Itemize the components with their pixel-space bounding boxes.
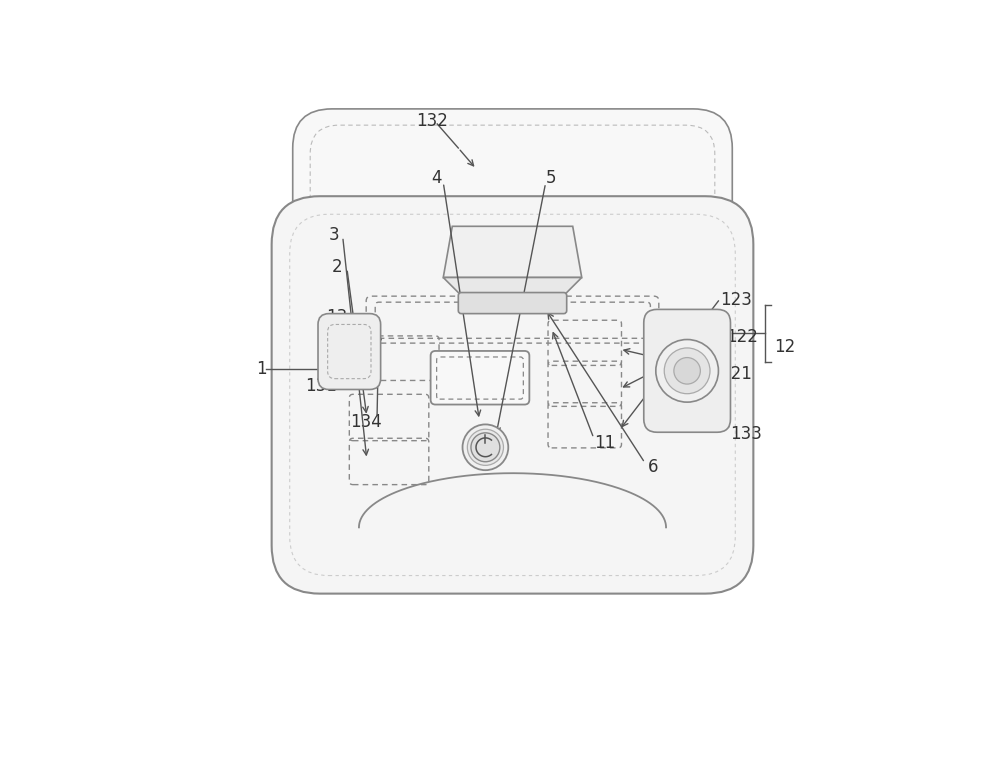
Text: 2: 2: [332, 258, 342, 276]
Circle shape: [656, 339, 718, 402]
Text: 121: 121: [720, 365, 752, 383]
FancyBboxPatch shape: [644, 310, 730, 432]
Text: 1: 1: [257, 360, 267, 378]
Circle shape: [463, 425, 508, 470]
FancyBboxPatch shape: [272, 196, 753, 594]
Polygon shape: [443, 226, 582, 278]
Polygon shape: [443, 226, 582, 278]
Text: 132: 132: [416, 112, 448, 130]
Text: 133: 133: [730, 425, 762, 443]
Text: 122: 122: [726, 328, 758, 346]
Text: 131: 131: [305, 377, 337, 395]
FancyBboxPatch shape: [458, 292, 567, 314]
Text: 3: 3: [329, 226, 339, 244]
Text: 123: 123: [720, 292, 752, 310]
FancyBboxPatch shape: [431, 351, 529, 404]
Polygon shape: [443, 278, 582, 296]
Text: 11: 11: [594, 434, 615, 452]
Polygon shape: [443, 278, 582, 296]
Text: 13: 13: [326, 307, 347, 325]
Text: 6: 6: [648, 458, 658, 476]
FancyBboxPatch shape: [318, 314, 381, 389]
FancyBboxPatch shape: [458, 292, 567, 314]
Text: 4: 4: [431, 169, 442, 187]
Circle shape: [664, 348, 710, 393]
Circle shape: [467, 429, 503, 465]
Text: 134: 134: [350, 413, 382, 431]
FancyBboxPatch shape: [293, 109, 732, 265]
Circle shape: [674, 357, 700, 384]
Text: 5: 5: [546, 169, 556, 187]
Text: 12: 12: [774, 338, 796, 356]
Circle shape: [471, 433, 500, 461]
